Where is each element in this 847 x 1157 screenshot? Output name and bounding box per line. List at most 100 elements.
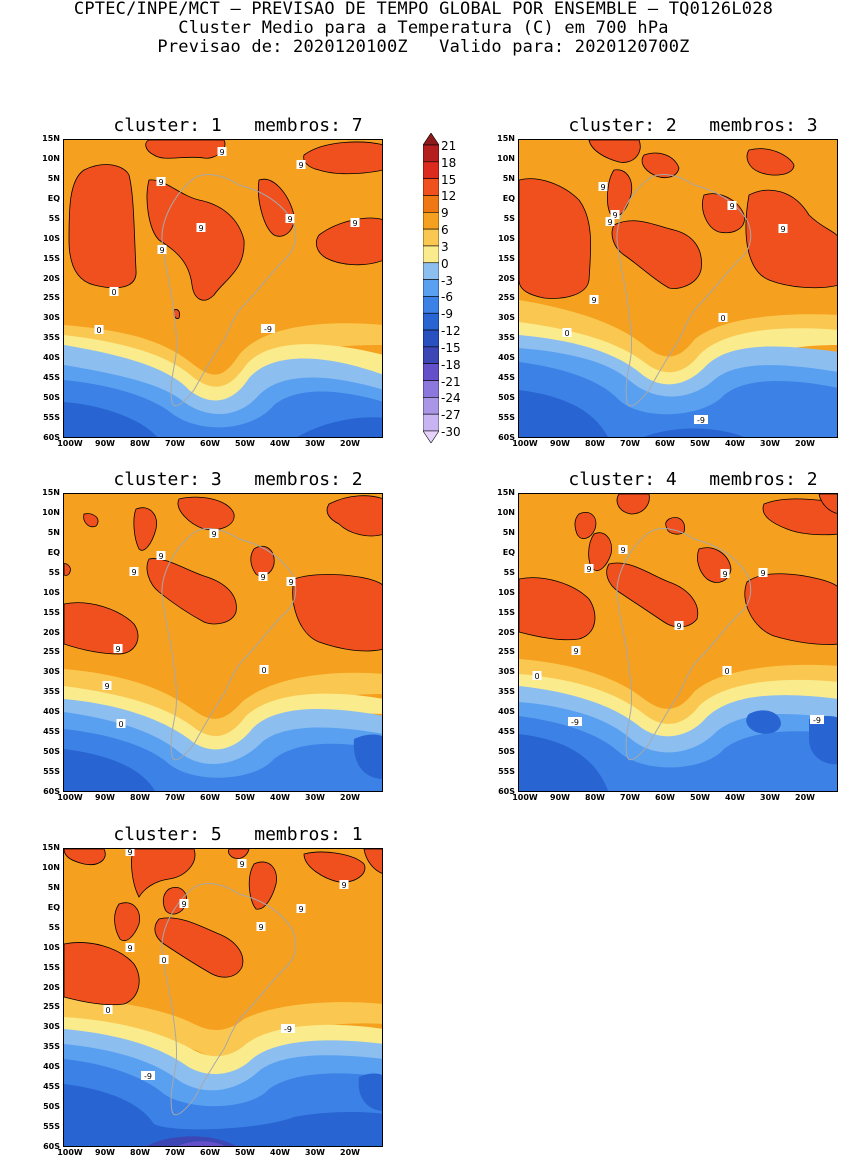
longitude-tick-label: 60W <box>655 793 675 802</box>
colorbar-swatch <box>423 245 439 264</box>
temperature-map: 9 9 9 9 9 9 9 0 0 -9 -9 <box>63 848 383 1147</box>
longitude-tick-label: 100W <box>57 1148 83 1157</box>
colorbar-tick-label: -27 <box>441 408 461 423</box>
warm-region-12 <box>744 573 837 645</box>
temperature-band <box>64 323 382 399</box>
svg-text:0: 0 <box>720 314 725 323</box>
coastline <box>161 174 297 407</box>
latitude-tick-label: 35S <box>498 687 515 696</box>
colorbar-tick-label: 6 <box>441 223 449 238</box>
svg-text:9: 9 <box>159 246 164 255</box>
colorbar-tick-label: -12 <box>441 324 461 339</box>
contour-label: 9 <box>217 147 227 157</box>
latitude-tick-label: EQ <box>502 194 515 203</box>
svg-text:9: 9 <box>607 218 612 227</box>
svg-text:9: 9 <box>612 211 617 220</box>
colorbar-swatch <box>423 413 439 432</box>
longitude-tick-label: 70W <box>165 1148 185 1157</box>
temperature-band <box>519 322 837 396</box>
latitude-tick-label: 5N <box>47 174 60 183</box>
contour-label: 0 <box>259 665 269 675</box>
latitude-tick-label: 10S <box>498 588 515 597</box>
colorbar-swatch <box>423 279 439 297</box>
latitude-tick-label: 15N <box>42 488 60 497</box>
latitude-tick-label: 15N <box>42 843 60 852</box>
svg-text:9: 9 <box>760 569 765 578</box>
latitude-tick-label: 30S <box>498 667 515 676</box>
contour-label: 9 <box>584 564 594 574</box>
latitude-tick-label: 5N <box>47 528 60 537</box>
contour-label: -9 <box>141 1071 155 1081</box>
colorbar-tick-label: 12 <box>441 189 457 204</box>
latitude-tick-label: 10N <box>42 154 60 163</box>
latitude-tick-label: 60S <box>498 433 515 442</box>
contour-label: 0 <box>94 325 104 335</box>
colorbar-tick-label: -21 <box>441 374 461 389</box>
warm-region-12 <box>177 496 235 531</box>
warm-region-12 <box>616 494 650 515</box>
latitude-tick-label: 15S <box>43 963 60 972</box>
latitude-tick-label: 25S <box>43 293 60 302</box>
svg-text:9: 9 <box>722 570 727 579</box>
latitude-tick-label: 35S <box>43 333 60 342</box>
colorbar-tick-label: -30 <box>441 425 461 439</box>
temperature-colorbar: 21 18 15 12 9 6 3 0 -3 -6 -9 -12 -15 -18 -21 -24 -27 -30 <box>423 133 483 443</box>
colorbar-tick-label: -24 <box>441 391 461 406</box>
cluster-title: cluster: 4 membros: 2 <box>568 469 818 490</box>
latitude-tick-label: 15S <box>498 608 515 617</box>
longitude-tick-label: 50W <box>690 439 710 448</box>
contour-label: 0 <box>116 719 126 729</box>
contour-label: -9 <box>261 324 275 334</box>
warm-region-12 <box>641 152 680 179</box>
longitude-tick-label: 20W <box>795 439 815 448</box>
latitude-tick-label: 50S <box>43 1102 60 1111</box>
colorbar-swatch <box>423 228 439 247</box>
colorbar-swatch <box>423 346 439 365</box>
warm-region-12 <box>248 861 277 910</box>
contour-label: 9 <box>571 646 581 656</box>
latitude-tick-label: 60S <box>43 433 60 442</box>
temperature-band <box>519 300 837 384</box>
warm-region-12 <box>64 942 140 1006</box>
temperature-map: 9 9 9 9 9 9 9 0 0 -9 <box>63 139 383 438</box>
latitude-tick-label: 50S <box>498 747 515 756</box>
map-canvas: 9 9 9 9 9 9 0 0 -9 -9 <box>519 494 837 791</box>
cluster-title: cluster: 2 membros: 3 <box>568 115 818 136</box>
latitude-tick-label: 30S <box>43 1022 60 1031</box>
contour-label: 9 <box>156 551 166 561</box>
longitude-tick-label: 30W <box>305 439 325 448</box>
latitude-tick-label: 5N <box>502 174 515 183</box>
latitude-tick-label: 10S <box>43 943 60 952</box>
warm-region-12 <box>588 140 641 163</box>
contour-label: 9 <box>286 577 296 587</box>
contour-label: 0 <box>562 328 572 338</box>
contour-label: 9 <box>598 182 608 192</box>
longitude-tick-label: 30W <box>760 439 780 448</box>
warm-region-12 <box>745 189 837 289</box>
contour-label: 0 <box>718 313 728 323</box>
contour-label: 0 <box>159 955 169 965</box>
latitude-tick-label: 50S <box>498 393 515 402</box>
svg-text:9: 9 <box>298 905 303 914</box>
latitude-tick-label: 40S <box>498 707 515 716</box>
longitude-tick-label: 20W <box>340 1148 360 1157</box>
latitude-tick-label: 40S <box>498 353 515 362</box>
contour-label: 0 <box>109 287 119 297</box>
warm-region-12 <box>131 849 196 898</box>
longitude-tick-label: 80W <box>585 439 605 448</box>
contour-label: 9 <box>350 218 360 228</box>
colorbar-swatch <box>423 312 439 331</box>
latitude-tick-label: 15N <box>497 488 515 497</box>
svg-text:9: 9 <box>127 944 132 953</box>
svg-text:9: 9 <box>211 530 216 539</box>
temperature-map: 9 9 9 9 9 9 0 0 -9 -9 <box>518 493 838 792</box>
colorbar-swatch <box>423 363 439 381</box>
colorbar-scale <box>423 133 439 443</box>
svg-text:0: 0 <box>111 288 116 297</box>
latitude-tick-label: 15N <box>42 134 60 143</box>
longitude-tick-label: 100W <box>57 439 83 448</box>
latitude-tick-label: 35S <box>43 1042 60 1051</box>
svg-text:9: 9 <box>676 622 681 631</box>
latitude-tick-label: 5S <box>48 923 60 932</box>
latitude-tick-label: 10S <box>498 234 515 243</box>
